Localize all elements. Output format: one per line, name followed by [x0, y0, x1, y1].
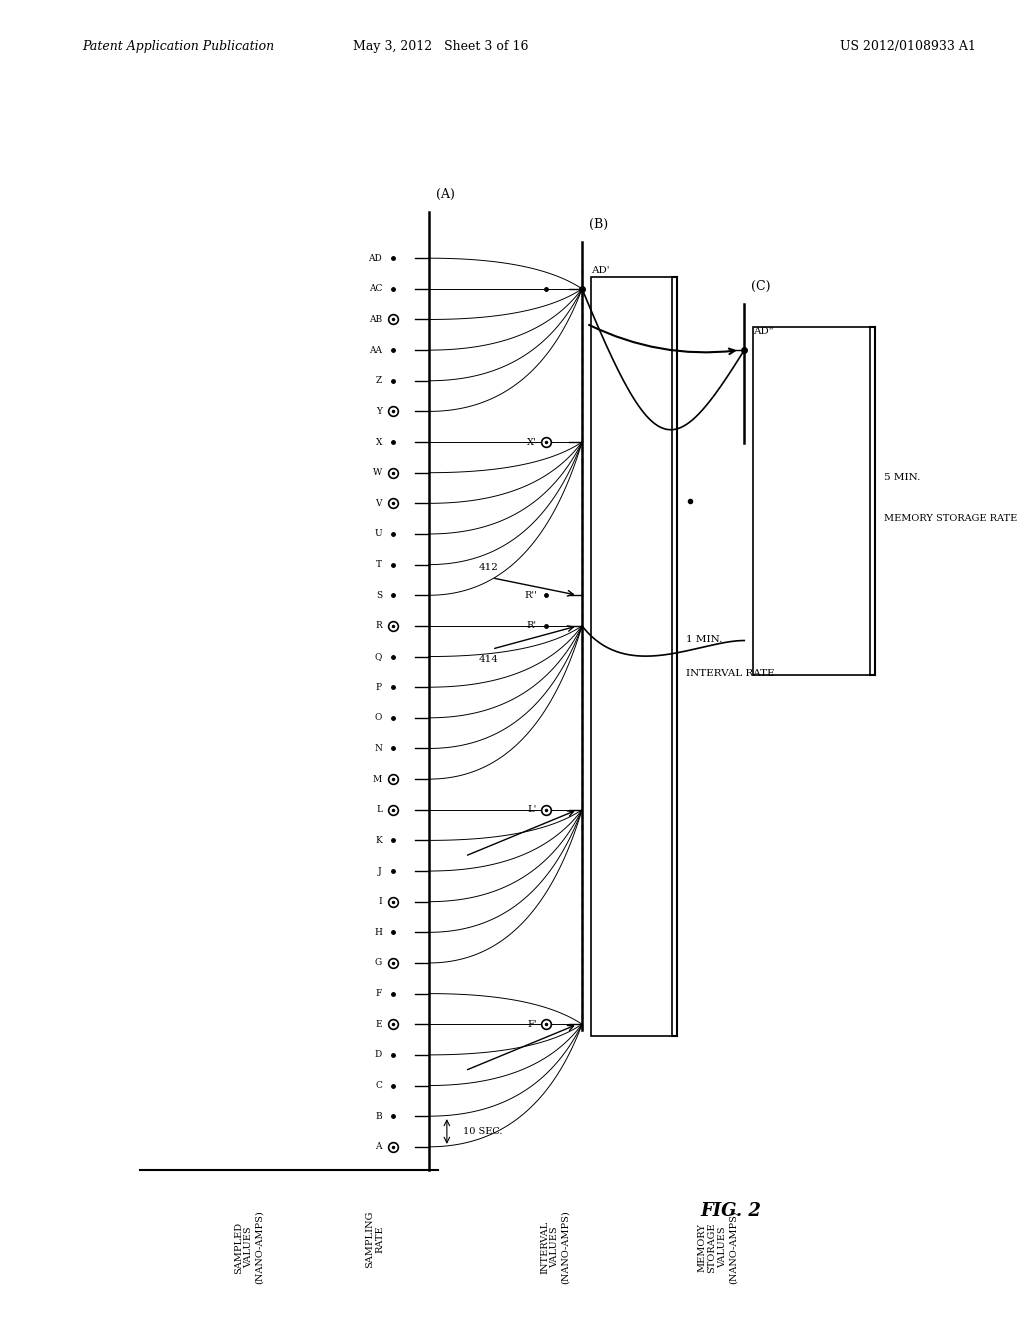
Text: SAMPLING
RATE: SAMPLING RATE	[366, 1210, 384, 1269]
Text: R'': R''	[524, 591, 537, 599]
Text: U: U	[375, 529, 382, 539]
Text: T: T	[376, 560, 382, 569]
Text: G: G	[375, 958, 382, 968]
Text: Y: Y	[376, 407, 382, 416]
Text: X: X	[376, 437, 382, 446]
Text: B: B	[376, 1111, 382, 1121]
Text: X': X'	[527, 437, 537, 446]
Text: F: F	[376, 989, 382, 998]
Text: W: W	[373, 469, 382, 478]
Text: INTERVAL
VALUES
(NANO-AMPS): INTERVAL VALUES (NANO-AMPS)	[540, 1210, 570, 1284]
Text: J: J	[378, 866, 382, 875]
Text: O: O	[375, 713, 382, 722]
Text: AD: AD	[369, 253, 382, 263]
Text: F': F'	[527, 1020, 537, 1028]
Text: AC: AC	[369, 284, 382, 293]
Text: C: C	[375, 1081, 382, 1090]
Text: H: H	[374, 928, 382, 937]
Text: MEMORY
STORAGE
VALUES
(NANO-AMPS): MEMORY STORAGE VALUES (NANO-AMPS)	[697, 1210, 737, 1284]
Text: MEMORY STORAGE RATE: MEMORY STORAGE RATE	[884, 513, 1017, 523]
Text: 10 SEC.: 10 SEC.	[463, 1127, 503, 1137]
Text: FIG. 2: FIG. 2	[700, 1201, 761, 1220]
Text: M: M	[373, 775, 382, 784]
Text: Z: Z	[376, 376, 382, 385]
Text: 414: 414	[478, 655, 499, 664]
Text: D: D	[375, 1051, 382, 1060]
Text: Q: Q	[375, 652, 382, 661]
Text: L: L	[376, 805, 382, 814]
Text: 412: 412	[478, 564, 499, 572]
Text: AD": AD"	[754, 327, 774, 337]
Text: SAMPLED
VALUES
(NANO-AMPS): SAMPLED VALUES (NANO-AMPS)	[233, 1210, 263, 1284]
Text: Patent Application Publication: Patent Application Publication	[82, 40, 274, 53]
Text: INTERVAL RATE: INTERVAL RATE	[686, 669, 774, 678]
Text: R: R	[375, 622, 382, 631]
Text: N: N	[374, 744, 382, 752]
Text: US 2012/0108933 A1: US 2012/0108933 A1	[840, 40, 976, 53]
Text: R': R'	[527, 622, 537, 631]
Text: I: I	[378, 898, 382, 906]
Text: 5 MIN.: 5 MIN.	[884, 474, 921, 482]
Text: May 3, 2012   Sheet 3 of 16: May 3, 2012 Sheet 3 of 16	[352, 40, 528, 53]
Text: 1 MIN.: 1 MIN.	[686, 635, 722, 644]
Text: (A): (A)	[436, 187, 455, 201]
Text: A: A	[376, 1142, 382, 1151]
Text: AA: AA	[369, 346, 382, 355]
Text: (B): (B)	[589, 218, 608, 231]
Text: V: V	[376, 499, 382, 508]
Text: AD': AD'	[591, 265, 609, 275]
Text: L': L'	[527, 805, 537, 814]
Text: AB: AB	[369, 315, 382, 323]
Text: E: E	[376, 1020, 382, 1028]
Text: P: P	[376, 682, 382, 692]
Text: (C): (C)	[752, 280, 771, 293]
Text: K: K	[375, 836, 382, 845]
Text: S: S	[376, 591, 382, 599]
